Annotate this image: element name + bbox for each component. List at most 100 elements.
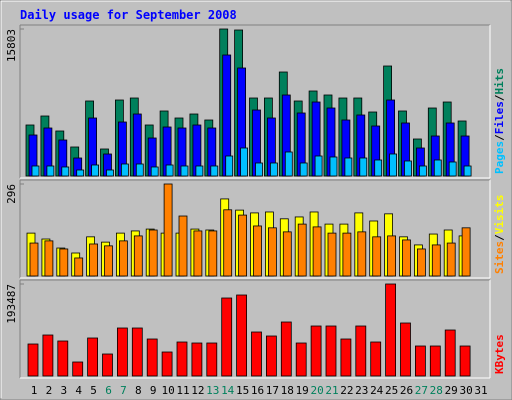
- bar: [325, 325, 337, 377]
- bar: [225, 155, 234, 177]
- bar: [340, 338, 352, 377]
- bar: [374, 159, 383, 177]
- x-tick-label: 2: [46, 384, 53, 397]
- bar: [446, 242, 456, 277]
- bar: [267, 227, 277, 277]
- legend-separator: /: [493, 94, 506, 101]
- bar: [150, 166, 159, 177]
- x-tick-label: 8: [135, 384, 142, 397]
- bar: [72, 361, 84, 377]
- bar: [57, 340, 69, 377]
- bar: [297, 223, 307, 277]
- bar: [355, 325, 367, 377]
- y-tick-label: 296: [5, 184, 18, 204]
- bar: [385, 283, 397, 377]
- legend-entry: Hits: [493, 68, 506, 95]
- legend: Sites/Visits: [493, 195, 506, 275]
- x-tick-label: 29: [445, 384, 458, 397]
- x-tick-label: 1: [31, 384, 38, 397]
- bar: [463, 165, 472, 177]
- bar: [163, 183, 173, 277]
- bar: [236, 294, 248, 377]
- bar: [418, 165, 427, 177]
- legend-entry: Visits: [493, 195, 506, 235]
- x-tick-label: 27: [415, 384, 428, 397]
- x-tick-label: 10: [161, 384, 174, 397]
- x-tick-label: 25: [385, 384, 398, 397]
- bar: [433, 159, 442, 177]
- legend-entry: Sites: [493, 241, 506, 274]
- bar: [389, 153, 398, 177]
- bar: [310, 325, 322, 377]
- chart-title: Daily usage for September 2008: [20, 8, 237, 22]
- x-tick-label: 4: [75, 384, 82, 397]
- bar: [400, 322, 411, 377]
- bar: [253, 225, 262, 277]
- bar: [89, 243, 98, 277]
- bar: [29, 242, 39, 277]
- bar: [404, 160, 412, 177]
- bar: [161, 351, 173, 377]
- legend-entry: Files: [493, 101, 506, 134]
- bar: [176, 341, 188, 377]
- bar: [344, 157, 353, 177]
- x-tick-label: 6: [105, 384, 112, 397]
- legend: Pages/Files/Hits: [493, 68, 506, 174]
- x-tick-label: 3: [60, 384, 67, 397]
- bar: [299, 162, 308, 177]
- bar: [195, 165, 204, 177]
- bar: [238, 214, 248, 277]
- bar: [284, 151, 293, 177]
- bar: [370, 341, 382, 377]
- bar: [165, 164, 174, 177]
- bar: [240, 147, 249, 177]
- bar: [74, 257, 84, 277]
- bar: [135, 163, 144, 177]
- bar: [402, 239, 411, 277]
- x-tick-label: 31: [474, 384, 487, 397]
- legend-separator: /: [493, 134, 506, 141]
- bar: [357, 231, 367, 277]
- x-tick-label: 21: [325, 384, 338, 397]
- bar: [42, 334, 54, 377]
- legend-entry: Pages: [493, 141, 506, 174]
- bar: [104, 245, 113, 277]
- x-tick-label: 24: [370, 384, 384, 397]
- bar: [295, 342, 307, 377]
- bar: [148, 229, 158, 277]
- bar: [106, 169, 114, 177]
- bar: [131, 327, 143, 377]
- bar: [206, 342, 218, 377]
- bar: [255, 162, 263, 177]
- x-tick-label: 13: [206, 384, 219, 397]
- bar: [414, 345, 426, 377]
- bar: [210, 165, 219, 177]
- bar: [312, 226, 322, 277]
- bar: [117, 327, 128, 377]
- bar: [269, 162, 278, 177]
- bar: [251, 331, 262, 377]
- bar: [193, 230, 203, 277]
- x-tick-label: 12: [191, 384, 204, 397]
- bar: [282, 231, 292, 277]
- x-tick-label: 5: [90, 384, 97, 397]
- legend-entry: KBytes: [493, 334, 506, 374]
- bar: [429, 345, 441, 377]
- bar: [27, 343, 39, 377]
- x-tick-label: 17: [266, 384, 279, 397]
- bar: [87, 337, 98, 377]
- bar: [121, 163, 129, 177]
- bar: [91, 164, 99, 177]
- bar: [44, 240, 54, 277]
- bar: [265, 335, 277, 377]
- x-tick-label: 20: [310, 384, 323, 397]
- bar: [444, 329, 456, 377]
- bar: [61, 166, 70, 177]
- bar: [31, 165, 40, 177]
- bar: [133, 235, 143, 277]
- x-tick-label: 22: [340, 384, 353, 397]
- bar: [180, 165, 189, 177]
- legend: KBytes: [493, 334, 506, 374]
- bar: [223, 209, 233, 277]
